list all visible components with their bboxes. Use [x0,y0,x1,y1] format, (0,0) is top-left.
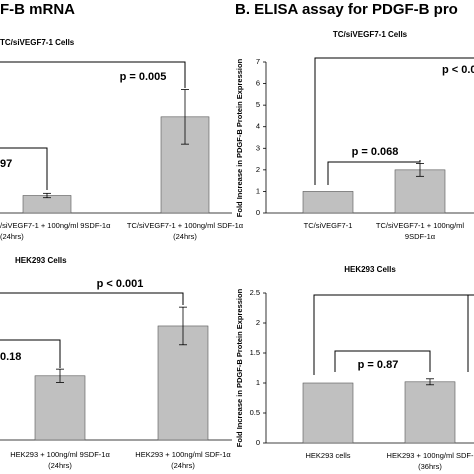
p-value: p = 0.87 [358,359,399,371]
significance-bracket [327,160,421,185]
y-tick-label: 2 [256,318,260,327]
y-axis-label: Fold Increase in PDGF-B Protein Expressi… [235,288,244,447]
panel-title: B. ELISA assay for PDGF-B pro [235,1,458,18]
y-tick-label: 1.5 [250,348,260,357]
error-bar [426,378,434,386]
x-tick-label: (24hrs) [173,232,197,241]
x-tick-label: HEK293 + 100ng/ml SDF-1α [135,450,231,459]
x-tick-label: (24hrs) [171,461,195,470]
bar [22,195,72,214]
y-tick-label: 2.5 [250,288,260,297]
significance-bracket [314,57,474,185]
bar [302,191,354,214]
y-tick-label: 6 [256,79,260,88]
significance-bracket [0,147,48,190]
y-tick-label: 0 [256,438,260,447]
chart-subtitle: TC/siVEGF7-1 Cells [0,38,75,47]
error-bar [43,192,51,199]
y-tick-label: 2 [256,165,260,174]
panel-title: F-B mRNA [0,1,75,18]
x-tick-label: (24hrs) [0,232,24,241]
significance-bracket [0,292,184,305]
error-bar [181,89,189,145]
bar [404,381,456,444]
significance-bracket [313,294,474,375]
x-tick-label: HEK293 + 100ng/ml 9SDF-1α [10,450,110,459]
significance-bracket [0,339,61,368]
bar [34,375,86,441]
error-bar [56,368,64,383]
x-tick-label: (36hrs) [418,462,442,471]
p-value: 97 [0,158,12,170]
y-tick-label: 1 [256,186,260,195]
x-tick-label: TC/siVEGF7-1 + 100ng/ml SDF-1α [127,221,244,230]
bar [394,169,446,214]
y-tick-label: 7 [256,57,260,66]
p-value: p = 0.068 [352,146,399,158]
p-value: 0.18 [0,351,21,363]
chart-subtitle: TC/siVEGF7-1 Cells [333,30,408,39]
x-tick-label: HEK293 + 100ng/ml SDF- [387,451,474,460]
x-tick-label: TC/siVEGF7-1 + 100ng/ml [376,221,464,230]
chart-subtitle: HEK293 Cells [344,265,396,274]
bar [302,382,354,444]
y-axis-label: Fold Increase in PDGF-B Protein Expressi… [235,58,244,217]
x-tick-label: /siVEGF7-1 + 100ng/ml 9SDF-1α [0,221,111,230]
error-bar [179,306,187,346]
y-tick-label: 1 [256,378,260,387]
chart-subtitle: HEK293 Cells [15,256,67,265]
y-tick-label: 5 [256,100,260,109]
x-tick-label: (24hrs) [48,461,72,470]
p-value: p = 0.005 [120,71,167,83]
y-tick-label: 0.5 [250,408,260,417]
error-bar [416,162,424,177]
y-tick-label: 0 [256,208,260,217]
x-tick-label: HEK293 cells [305,451,350,460]
p-value: p < 0.001 [97,278,144,290]
y-tick-label: 3 [256,143,260,152]
x-tick-label: TC/siVEGF7-1 [304,221,353,230]
x-tick-label: 9SDF-1α [405,232,436,241]
p-value: p < 0.0 [442,64,474,76]
y-tick-label: 4 [256,122,260,131]
significance-bracket [0,61,186,88]
significance-bracket [334,350,431,372]
